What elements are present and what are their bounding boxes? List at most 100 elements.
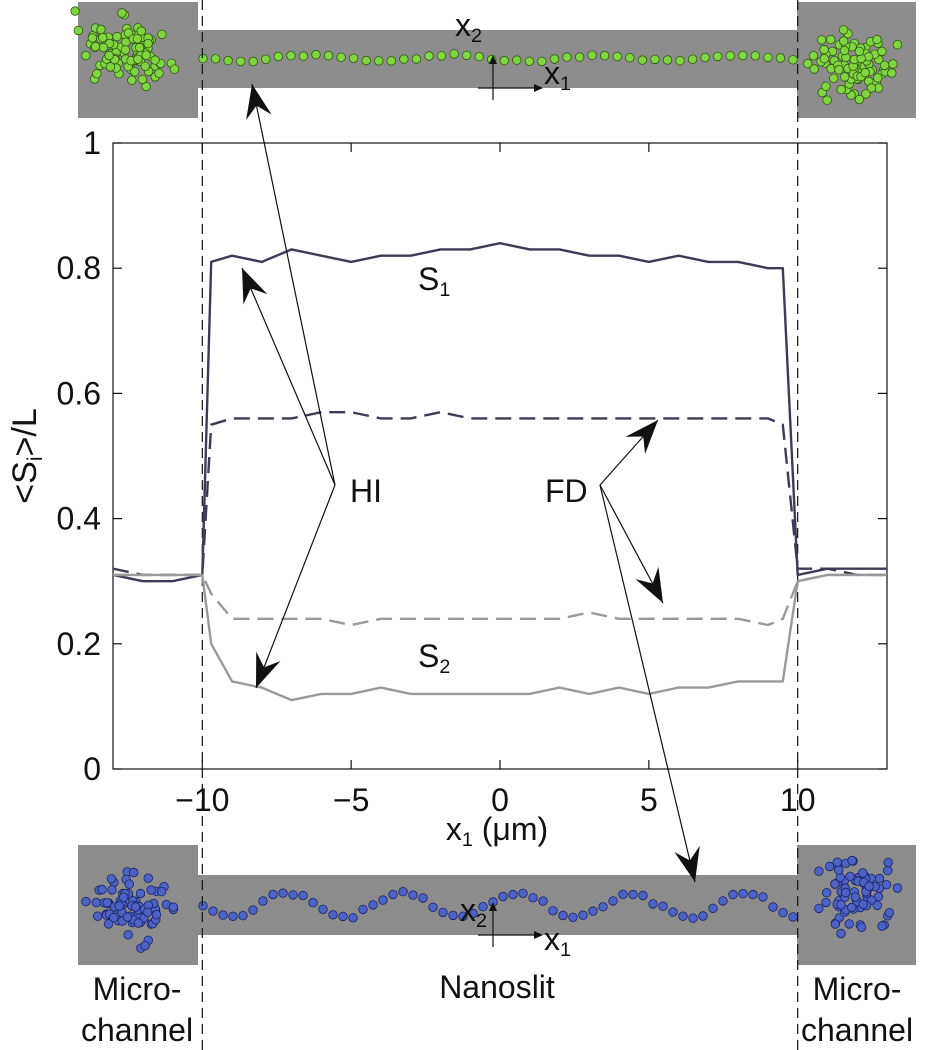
coord-arrow	[489, 902, 497, 911]
bead	[399, 54, 409, 64]
subscript: 2	[471, 25, 482, 47]
x-axis-label: x1 (μm)	[446, 811, 548, 851]
region-label: Nanoslit	[439, 969, 555, 1005]
subscript: 1	[560, 939, 571, 961]
annotation: S1	[418, 261, 450, 301]
bead	[298, 51, 309, 61]
nanoslit	[198, 875, 797, 935]
bead	[819, 54, 830, 64]
arrow-line	[251, 83, 336, 486]
bead	[738, 50, 748, 61]
bead	[449, 49, 459, 59]
y-tick-label: 0	[83, 751, 101, 787]
arrow-line	[241, 267, 336, 486]
series-line	[112, 411, 887, 577]
bead	[847, 855, 857, 866]
bead	[892, 40, 903, 50]
region-label: channel	[81, 1012, 193, 1048]
bead	[378, 895, 388, 905]
bead	[328, 910, 338, 920]
bead	[151, 910, 162, 920]
bead	[839, 36, 849, 46]
annotation: FD	[545, 473, 588, 509]
bead	[358, 904, 368, 915]
bead	[858, 899, 868, 909]
arrow-head	[256, 651, 281, 688]
x-tick-label: 10	[780, 782, 816, 818]
bead	[368, 900, 378, 910]
bead	[588, 906, 598, 916]
text-part: (μm)	[473, 811, 548, 847]
bead	[854, 46, 865, 57]
text-part: S	[418, 261, 439, 297]
x-tick-label: 0	[491, 782, 509, 818]
bead	[136, 26, 147, 36]
bead	[278, 888, 288, 898]
bead	[768, 902, 778, 912]
bead	[788, 912, 798, 922]
arrow-line	[599, 484, 664, 604]
series-line	[112, 242, 887, 583]
bead	[261, 54, 271, 65]
bead	[708, 903, 718, 914]
bead	[168, 902, 179, 912]
coord-arrow	[534, 84, 543, 92]
subscript: i	[24, 456, 47, 461]
bead	[92, 69, 102, 79]
bead	[816, 35, 827, 45]
bead	[512, 55, 522, 65]
bead	[884, 908, 895, 918]
subscript: 2	[476, 910, 487, 932]
bead	[438, 907, 448, 918]
bead	[854, 94, 865, 105]
bead	[120, 45, 131, 55]
bead	[725, 51, 735, 61]
bead	[877, 921, 887, 931]
bead	[142, 907, 153, 918]
bead	[819, 44, 829, 55]
series-line	[113, 573, 887, 627]
bead	[814, 903, 824, 914]
y-tick-label: 0.2	[57, 626, 101, 662]
bead	[612, 51, 623, 62]
bead	[836, 928, 846, 939]
bead	[728, 889, 738, 900]
annotation: HI	[350, 473, 382, 509]
bead	[133, 918, 144, 928]
bead	[87, 33, 98, 43]
bead	[628, 889, 638, 900]
bead	[97, 884, 107, 895]
bead	[123, 930, 133, 940]
axis-label: x1	[544, 921, 571, 961]
bead	[537, 56, 547, 67]
bead	[273, 51, 284, 62]
bead	[524, 56, 535, 67]
subscript: 1	[439, 279, 450, 301]
bead	[821, 81, 831, 92]
bead	[877, 46, 887, 57]
bead	[778, 908, 788, 918]
bead	[386, 56, 397, 66]
bead	[141, 50, 151, 60]
bead	[70, 6, 80, 16]
bead	[662, 55, 673, 65]
subscript: 2	[439, 656, 450, 678]
bead	[323, 50, 334, 61]
text-part: x	[446, 811, 462, 847]
bead	[474, 51, 484, 62]
bead	[688, 913, 698, 923]
bead	[847, 902, 857, 913]
bead	[150, 55, 160, 65]
bead	[883, 865, 893, 876]
bead	[844, 919, 854, 929]
bead	[107, 885, 117, 895]
bead	[713, 51, 723, 62]
bead	[108, 912, 119, 923]
bead	[700, 52, 710, 63]
bead	[675, 56, 685, 66]
annotation: S2	[418, 638, 450, 678]
bead	[140, 61, 150, 72]
bead	[508, 889, 518, 900]
bead	[169, 64, 180, 74]
bead	[528, 893, 538, 903]
